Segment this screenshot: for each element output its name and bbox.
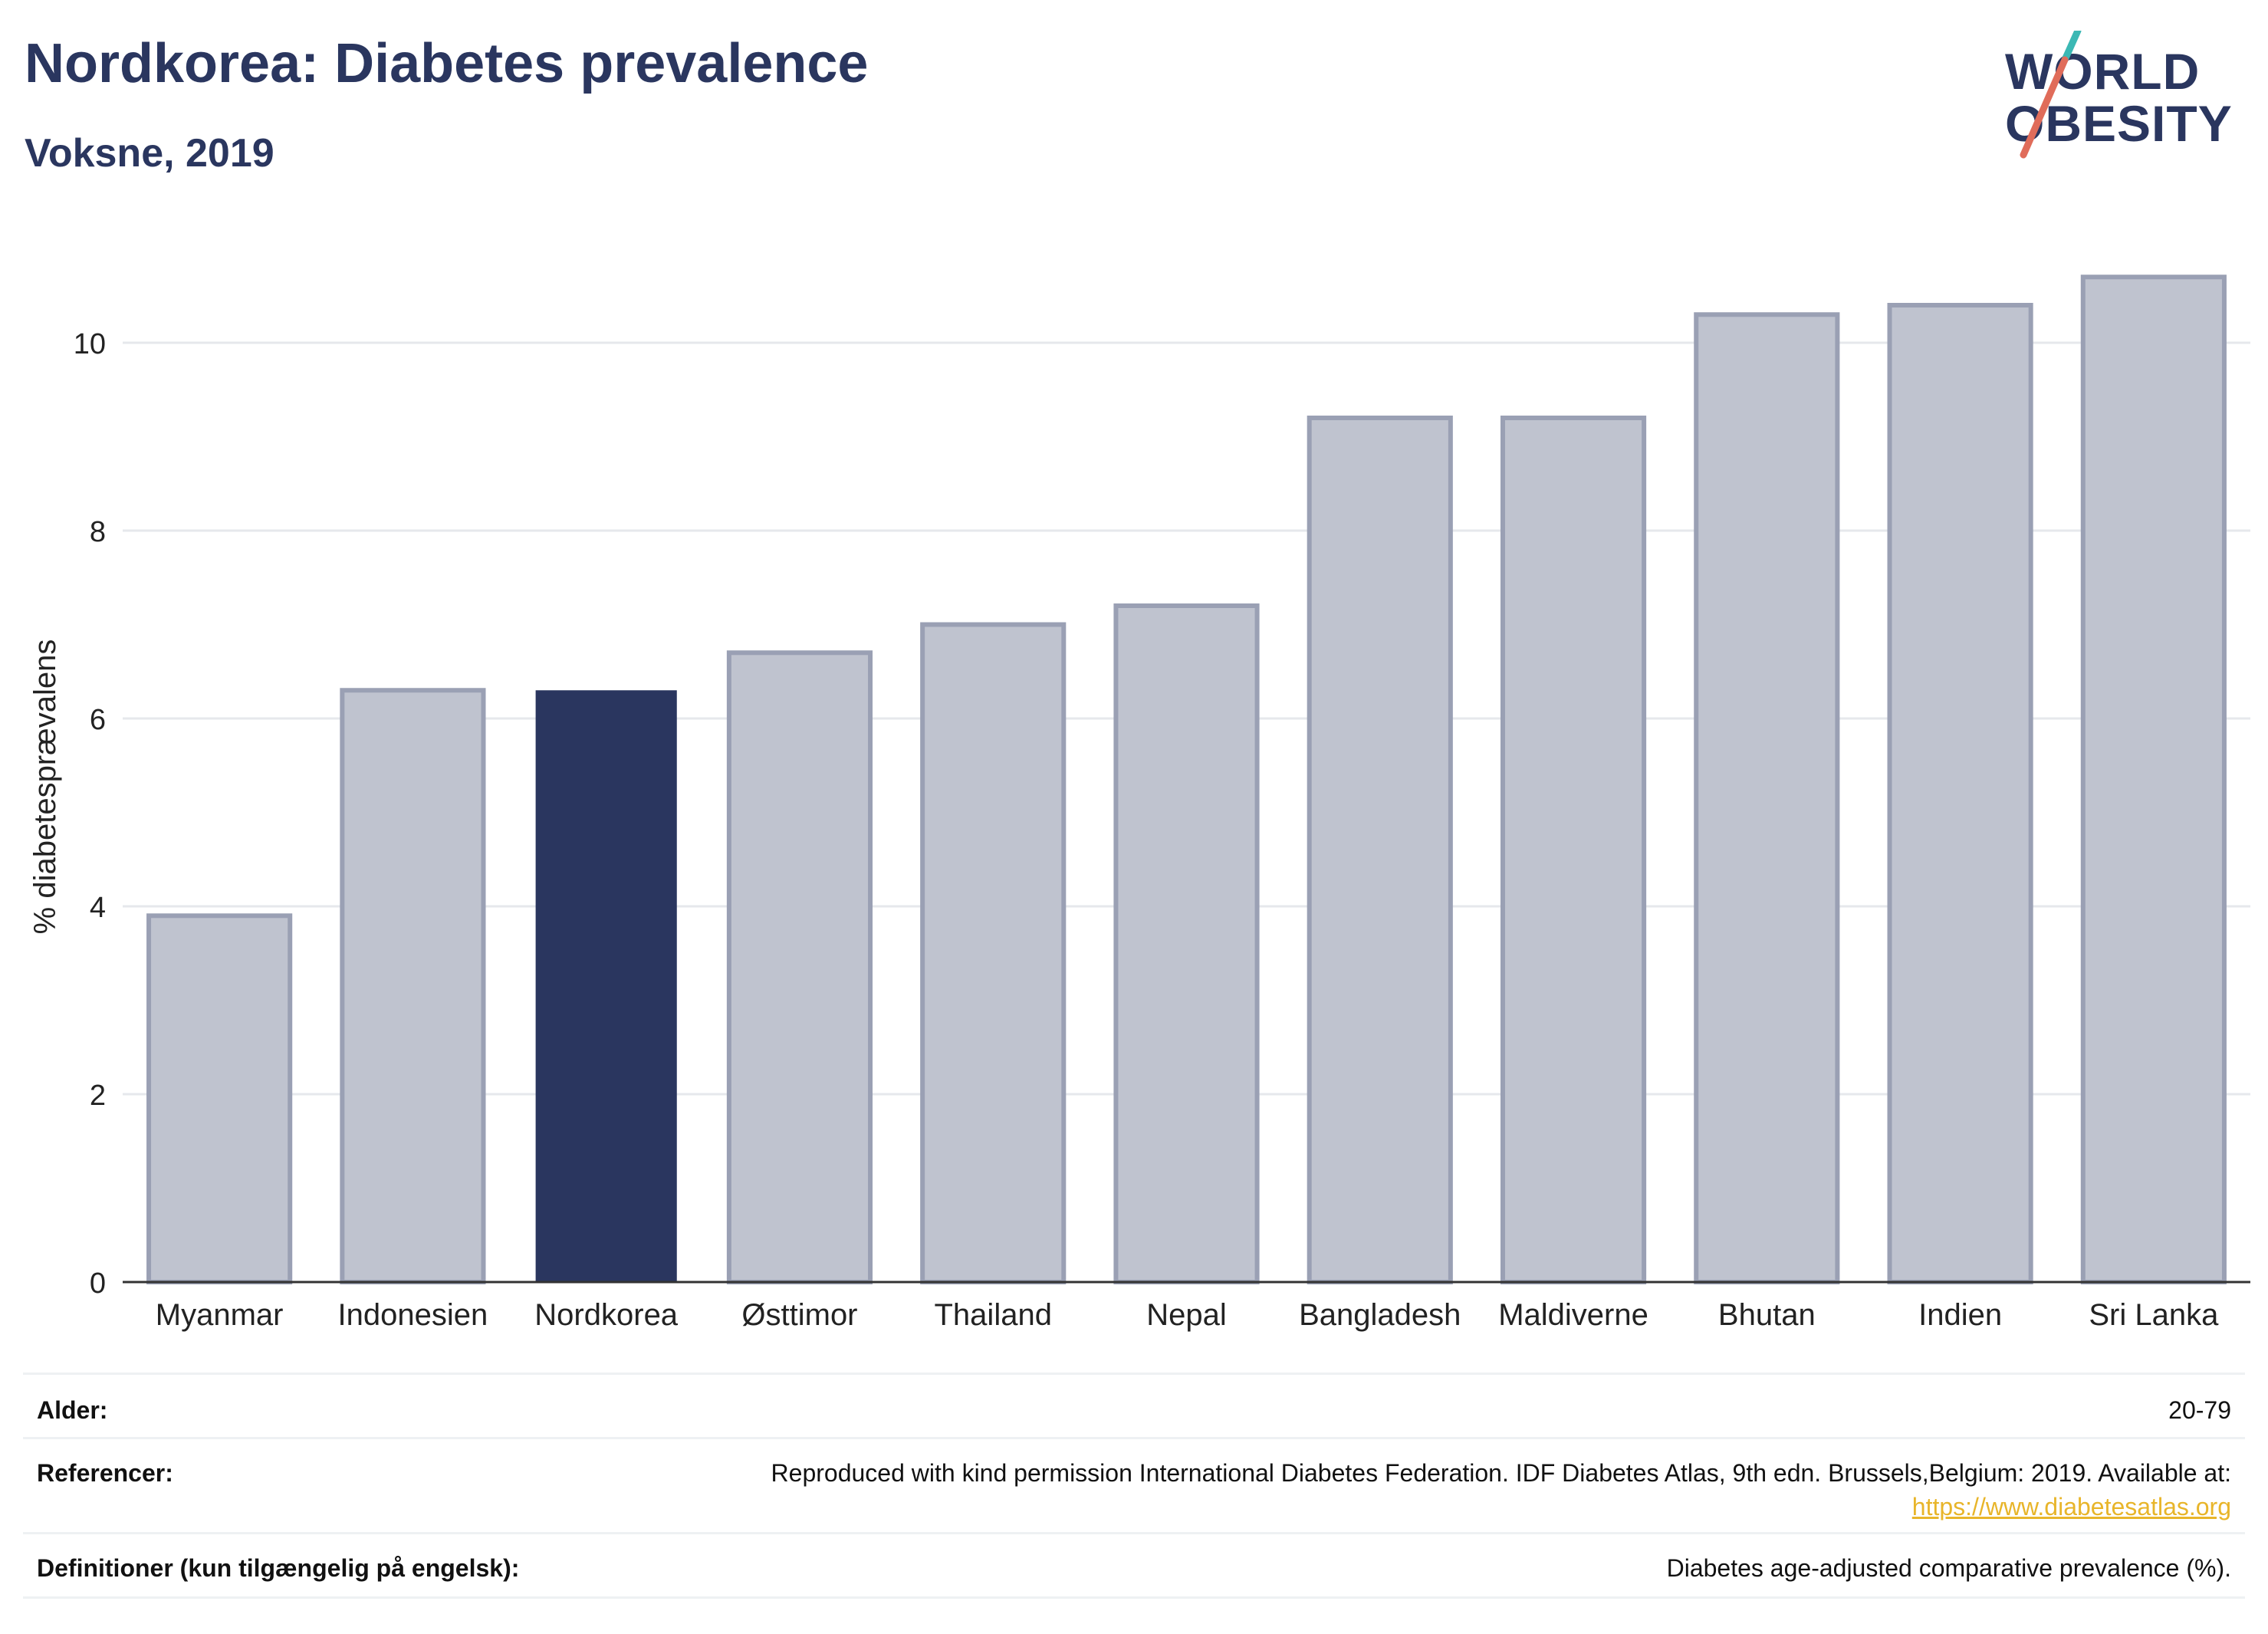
x-tick-label: Nepal: [1146, 1298, 1227, 1332]
x-tick-label: Thailand: [935, 1298, 1052, 1332]
x-tick-label: Myanmar: [156, 1298, 284, 1332]
bar-maldiverne[interactable]: [1500, 416, 1647, 1284]
definitions-label: Definitioner (kun tilgængelig på engelsk…: [37, 1554, 520, 1582]
y-tick-label: 8: [90, 516, 106, 548]
y-tick-label: 6: [90, 704, 106, 736]
age-label: Alder:: [37, 1396, 108, 1424]
references-link[interactable]: https://www.diabetesatlas.org: [1911, 1493, 2231, 1521]
chart-title: Nordkorea: Diabetes prevalence: [25, 33, 869, 94]
y-tick-label: 10: [74, 328, 106, 360]
y-tick-label: 0: [90, 1267, 106, 1300]
bar-indien[interactable]: [1887, 303, 2033, 1284]
x-axis-ticks: Myanmar Indonesien Nordkorea Østtimor Thaila…: [156, 1298, 2219, 1332]
meta-row-definitions: Definitioner (kun tilgængelig på engelsk…: [23, 1532, 2245, 1599]
bar-sri-lanka[interactable]: [2080, 275, 2227, 1284]
x-tick-label: Sri Lanka: [2089, 1298, 2219, 1332]
x-tick-label: Nordkorea: [534, 1298, 679, 1332]
x-tick-label: Bhutan: [1718, 1298, 1816, 1332]
bar-nepal[interactable]: [1113, 603, 1260, 1284]
y-tick-label: 2: [90, 1080, 106, 1112]
references-text: Reproduced with kind permission Internat…: [771, 1459, 2231, 1487]
bars: [146, 275, 2227, 1284]
y-axis-label: % diabetesprævalens: [28, 639, 62, 935]
meta-bottom-border: [23, 1596, 2245, 1599]
meta-row-age: Alder: 20-79: [23, 1373, 2245, 1439]
x-tick-label: Østtimor: [741, 1298, 857, 1332]
x-tick-label: Indonesien: [338, 1298, 488, 1332]
metadata-table: Alder: 20-79 Referencer: Reproduced with…: [23, 1373, 2245, 1603]
logo-line-1: WORLD: [2005, 43, 2201, 100]
bar-myanmar[interactable]: [146, 913, 293, 1284]
bar-chart: 0 2 4 6 8 10 Myanmar Indonesien Nordkorea Østtim…: [28, 275, 2250, 1332]
chart-subtitle: Voksne, 2019: [25, 131, 274, 176]
bar-østtimor[interactable]: [726, 650, 873, 1284]
bar-bangladesh[interactable]: [1307, 416, 1453, 1284]
bar-indonesien[interactable]: [340, 688, 486, 1284]
age-value: 20-79: [2168, 1396, 2231, 1424]
bar-nordkorea[interactable]: [535, 690, 677, 1282]
logo-slash-icon: [2020, 31, 2082, 159]
x-tick-label: Maldiverne: [1498, 1298, 1648, 1332]
references-label: Referencer:: [37, 1459, 173, 1487]
y-axis-ticks: 0 2 4 6 8 10: [74, 328, 106, 1300]
x-tick-label: Bangladesh: [1299, 1298, 1461, 1332]
meta-row-references: Referencer: Reproduced with kind permiss…: [23, 1437, 2245, 1534]
definitions-value: Diabetes age-adjusted comparative preval…: [1666, 1554, 2231, 1582]
x-tick-label: Indien: [1918, 1298, 2002, 1332]
bar-bhutan[interactable]: [1694, 312, 1840, 1284]
bar-thailand[interactable]: [920, 622, 1067, 1284]
y-tick-label: 4: [90, 892, 106, 924]
world-obesity-logo: WORLD OBESITY: [2005, 31, 2250, 169]
